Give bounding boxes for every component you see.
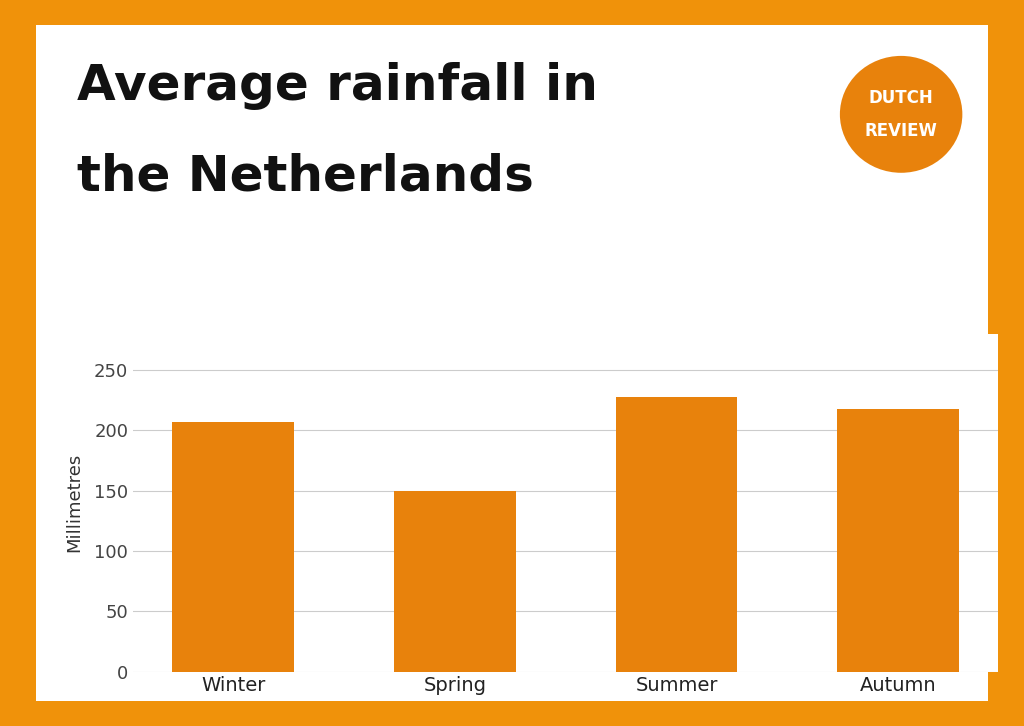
Y-axis label: Millimetres: Millimetres [65, 453, 83, 552]
Text: DUTCH: DUTCH [868, 89, 934, 107]
Text: REVIEW: REVIEW [864, 122, 938, 140]
Text: the Netherlands: the Netherlands [77, 152, 534, 200]
Bar [172, 422, 294, 672]
Ellipse shape [840, 56, 963, 173]
Bar [615, 396, 737, 672]
Bar [394, 491, 516, 672]
Text: Average rainfall in: Average rainfall in [77, 62, 598, 110]
Bar [838, 409, 959, 672]
